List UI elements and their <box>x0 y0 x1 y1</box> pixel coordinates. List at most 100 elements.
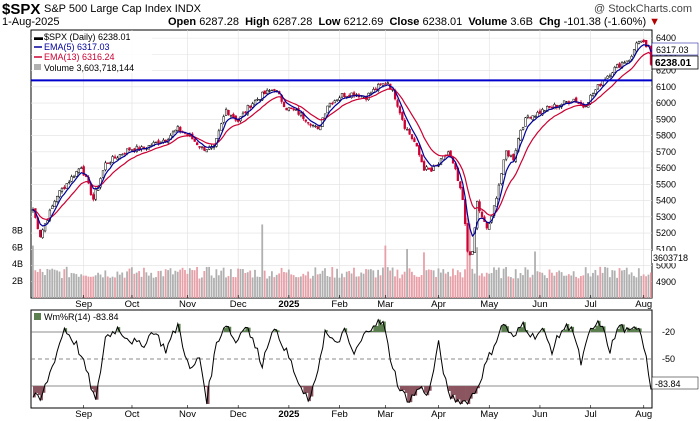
candle-body <box>164 139 167 142</box>
candle-body <box>198 146 201 148</box>
candle-body <box>594 89 597 94</box>
candle-body <box>422 161 426 171</box>
wr-oversold-fill <box>402 386 406 391</box>
volume-bar <box>186 273 189 298</box>
candle-body <box>253 100 257 106</box>
volume-bar <box>398 278 401 298</box>
candle-body <box>290 107 293 110</box>
wr-oversold-fill <box>467 386 471 404</box>
volume-bar <box>541 272 544 298</box>
ema-current-label: 6317.03 <box>656 45 689 55</box>
x-axis-main: Sep Oct Nov Dec 2025 Feb Mar Apr May Jun Jul Aug <box>75 295 652 310</box>
candle-body <box>507 150 510 157</box>
low-value: 6212.69 <box>343 16 384 28</box>
candle-body <box>92 194 95 200</box>
candle-body <box>287 107 291 111</box>
x-tick-label: 2025 <box>278 409 300 420</box>
volume-bar <box>147 275 150 298</box>
candle-body <box>608 75 612 78</box>
volume-bar <box>365 269 367 298</box>
x-tick-label: Sep <box>75 409 92 420</box>
volume-bar <box>599 266 602 298</box>
volume-bar <box>70 273 73 298</box>
volume-bar <box>314 267 317 298</box>
candle-body <box>43 223 47 232</box>
candle-body <box>106 162 109 164</box>
volume-bar <box>377 269 380 298</box>
candle-body <box>410 134 414 139</box>
volume-bar <box>256 276 259 298</box>
candle-body <box>495 198 498 207</box>
volume-bar <box>584 267 587 298</box>
candle-body <box>63 186 66 190</box>
volume-bar <box>415 276 418 298</box>
volume-bar <box>297 277 300 298</box>
wr-oversold-fill <box>399 386 403 391</box>
volume-bar <box>437 268 440 298</box>
candle-body <box>336 99 339 101</box>
volume-bar <box>551 272 553 298</box>
price-tick-label: 6400 <box>656 33 676 43</box>
candle-body <box>113 156 117 159</box>
volume-bar <box>73 273 75 298</box>
candle-body <box>442 155 445 160</box>
volume-bar <box>553 275 556 298</box>
candle-body <box>606 75 609 79</box>
candle-body <box>468 251 472 256</box>
security-name-text: S&P 500 Large Cap Index <box>44 3 172 15</box>
volume-bar <box>135 272 138 298</box>
ohlc-summary: Open 6287.28 High 6287.28 Low 6212.69 Cl… <box>168 16 660 28</box>
volume-bar <box>217 275 220 298</box>
volume-bar <box>459 272 462 298</box>
wr-overbought-fill <box>370 330 374 332</box>
candle-body <box>497 184 501 200</box>
x-tick-label: Dec <box>230 299 247 310</box>
volume-bar <box>512 278 515 298</box>
volume-bar <box>92 276 95 298</box>
legend-box <box>32 31 152 73</box>
volume-bar <box>167 270 169 298</box>
volume-bar <box>188 268 191 298</box>
volume-bar <box>222 267 225 298</box>
volume-bar <box>601 272 604 298</box>
candle-body <box>70 176 73 182</box>
security-name: S&P 500 Large Cap Index INDX <box>44 3 201 15</box>
candle-body <box>401 112 404 120</box>
wr-overbought-fill <box>595 325 599 332</box>
volume-bar <box>97 272 99 298</box>
volume-bar <box>589 276 592 298</box>
candle-body <box>299 112 303 116</box>
volume-label: Volume <box>468 16 508 28</box>
volume-bar <box>172 274 174 298</box>
wr-overbought-fill <box>503 324 507 332</box>
candle-body <box>473 227 476 253</box>
candle-body <box>413 138 416 143</box>
candle-body <box>488 223 491 230</box>
volume-tick-label: 4B <box>12 259 23 269</box>
volume-bar <box>401 274 404 298</box>
candle-body <box>343 93 346 98</box>
volume-bar <box>111 276 114 298</box>
candle-body <box>109 162 112 164</box>
volume-bar <box>563 275 565 298</box>
volume-bar <box>613 270 616 298</box>
candle-body <box>553 104 556 110</box>
volume-bar <box>65 266 68 298</box>
volume-bar <box>427 269 430 298</box>
x-tick-label: Jul <box>585 299 597 310</box>
x-tick-label: Jun <box>532 409 547 420</box>
candle-body <box>379 83 382 85</box>
candle-body <box>227 109 230 115</box>
volume-bar <box>263 270 266 298</box>
volume-tick-label: 6B <box>12 242 23 252</box>
candle-body <box>121 154 124 156</box>
volume-bar <box>621 270 623 298</box>
chart-legend: ▬ $SPX (Daily) 6238.01 EMA(5) 6317.03 EM… <box>32 31 152 73</box>
volume-bar <box>210 275 213 298</box>
candle-body <box>649 46 653 65</box>
candle-body <box>599 84 602 87</box>
wr-oversold-fill <box>450 386 454 399</box>
volume-bar <box>394 276 396 298</box>
volume-bar <box>543 275 546 298</box>
candle-body <box>258 99 262 101</box>
